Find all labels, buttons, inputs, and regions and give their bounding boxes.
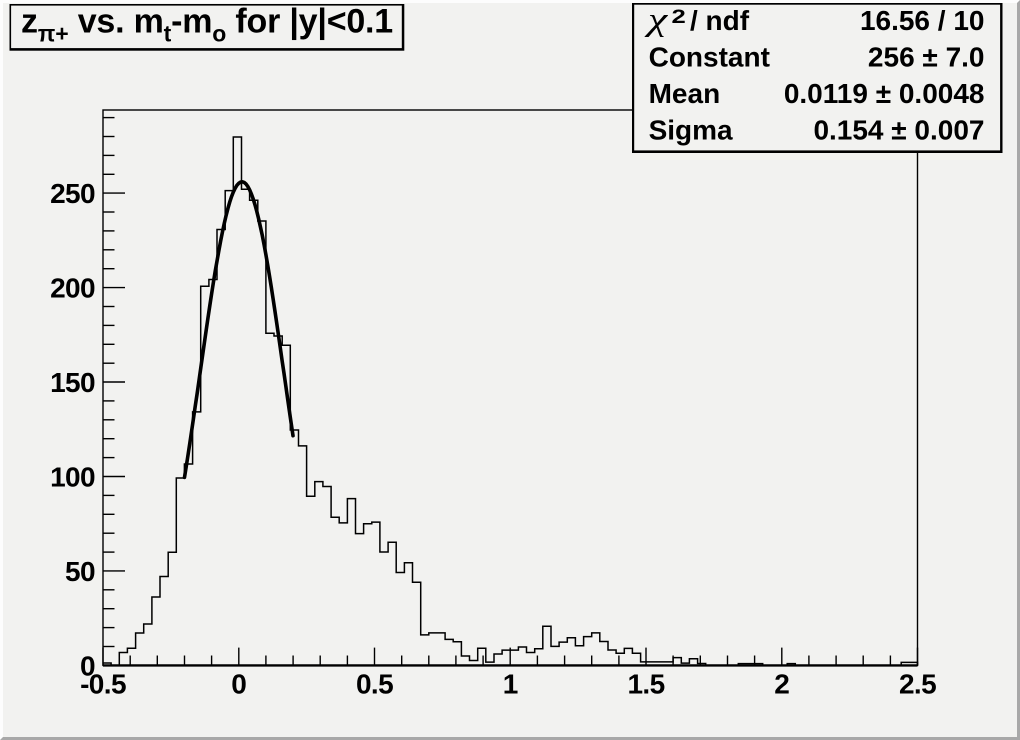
svg-text:2: 2 xyxy=(672,6,686,27)
svg-text:0: 0 xyxy=(231,669,246,700)
svg-text:zπ+ vs. mt-mo for |y|<0.1: zπ+ vs. mt-mo for |y|<0.1 xyxy=(21,3,393,47)
svg-text:200: 200 xyxy=(50,273,95,304)
svg-text:/ ndf: / ndf xyxy=(690,5,750,36)
svg-text:50: 50 xyxy=(65,556,95,587)
svg-text:Mean: Mean xyxy=(649,78,721,109)
svg-text:256 ± 7.0: 256 ± 7.0 xyxy=(868,42,985,73)
svg-text:-0.5: -0.5 xyxy=(80,669,126,700)
svg-text:0.5: 0.5 xyxy=(356,669,393,700)
svg-text:150: 150 xyxy=(50,367,95,398)
svg-text:250: 250 xyxy=(50,178,95,209)
svg-text:0: 0 xyxy=(80,650,95,681)
svg-text:1.5: 1.5 xyxy=(627,669,664,700)
svg-text:2: 2 xyxy=(774,669,789,700)
svg-text:Constant: Constant xyxy=(649,42,770,73)
svg-text:2.5: 2.5 xyxy=(899,669,936,700)
svg-text:χ: χ xyxy=(643,2,668,38)
svg-text:0.154 ± 0.007: 0.154 ± 0.007 xyxy=(813,114,984,145)
svg-text:16.56 / 10: 16.56 / 10 xyxy=(860,5,985,36)
svg-text:Sigma: Sigma xyxy=(649,114,733,145)
svg-text:1: 1 xyxy=(503,669,518,700)
svg-text:0.0119 ± 0.0048: 0.0119 ± 0.0048 xyxy=(784,78,985,109)
svg-text:100: 100 xyxy=(50,462,95,493)
